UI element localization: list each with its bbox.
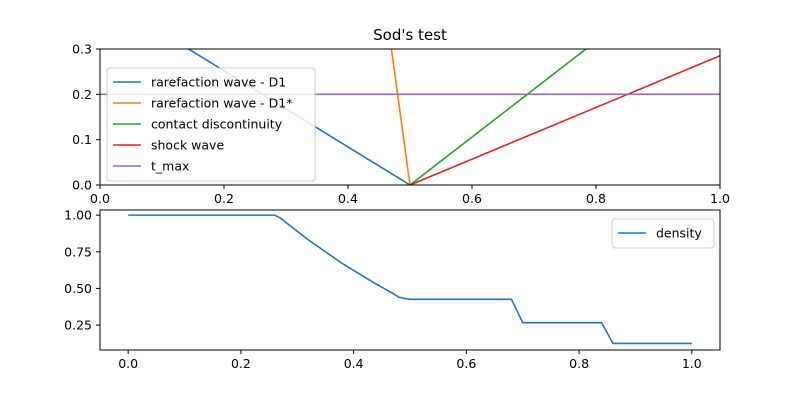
top-x-tick-label-4: 0.8 <box>586 191 606 206</box>
bottom-series-line-0 <box>128 214 692 345</box>
bottom-legend: density <box>611 218 715 249</box>
chart-title: Sod's test <box>373 26 447 44</box>
bottom-legend-box <box>611 218 715 249</box>
top-legend-box <box>106 67 316 182</box>
top-x-tick-label-2: 0.4 <box>338 191 358 206</box>
bottom-x-tick-label-1: 0.2 <box>231 356 251 371</box>
bottom-x-tick-label-3: 0.6 <box>456 356 476 371</box>
top-x-tick-label-0: 0.0 <box>90 191 110 206</box>
bottom-legend-label-0: density <box>656 226 702 241</box>
bottom-x-tick-label-4: 0.8 <box>569 356 589 371</box>
top-legend-label-3: shock wave <box>151 138 224 153</box>
top-plot-area: 0.0 0.2 0.4 0.6 0.8 1.0 0.0 0.1 0.2 0.3 rarefactio… <box>72 42 730 207</box>
bottom-axes-frame <box>99 209 721 351</box>
bottom-plot-area: 0.0 0.2 0.4 0.6 0.8 1.0 0.25 0.50 0.75 1.00 densit… <box>64 208 721 371</box>
top-x-tick-label-5: 1.0 <box>710 191 730 206</box>
bottom-x-tick-label-5: 1.0 <box>682 356 702 371</box>
top-legend-label-1: rarefaction wave - D1* <box>151 96 292 111</box>
bottom-y-tick-label-2: 0.75 <box>64 244 92 259</box>
top-series-line-3 <box>409 55 720 185</box>
top-axes-frame <box>99 48 721 186</box>
top-series-line-2 <box>409 49 588 185</box>
top-x-tick-label-1: 0.2 <box>214 191 234 206</box>
bottom-y-tick-label-1: 0.50 <box>64 281 92 296</box>
bottom-x-tick-label-2: 0.4 <box>344 356 364 371</box>
top-legend-label-4: t_max <box>151 159 189 174</box>
bottom-series-group <box>128 214 692 345</box>
top-y-tick-label-0: 0.0 <box>72 178 92 193</box>
top-legend-label-2: contact discontinuity <box>151 117 283 132</box>
top-y-tick-label-2: 0.2 <box>72 87 92 102</box>
top-y-tick-label-3: 0.3 <box>72 42 92 57</box>
top-y-tick-label-1: 0.1 <box>72 132 92 147</box>
top-x-tick-label-3: 0.6 <box>462 191 482 206</box>
bottom-x-tick-label-0: 0.0 <box>118 356 138 371</box>
top-legend-label-0: rarefaction wave - D1 <box>151 75 286 90</box>
bottom-y-tick-label-0: 0.25 <box>64 318 92 333</box>
top-legend: rarefaction wave - D1 rarefaction wave - … <box>106 67 316 182</box>
bottom-y-tick-label-3: 1.00 <box>64 208 92 223</box>
